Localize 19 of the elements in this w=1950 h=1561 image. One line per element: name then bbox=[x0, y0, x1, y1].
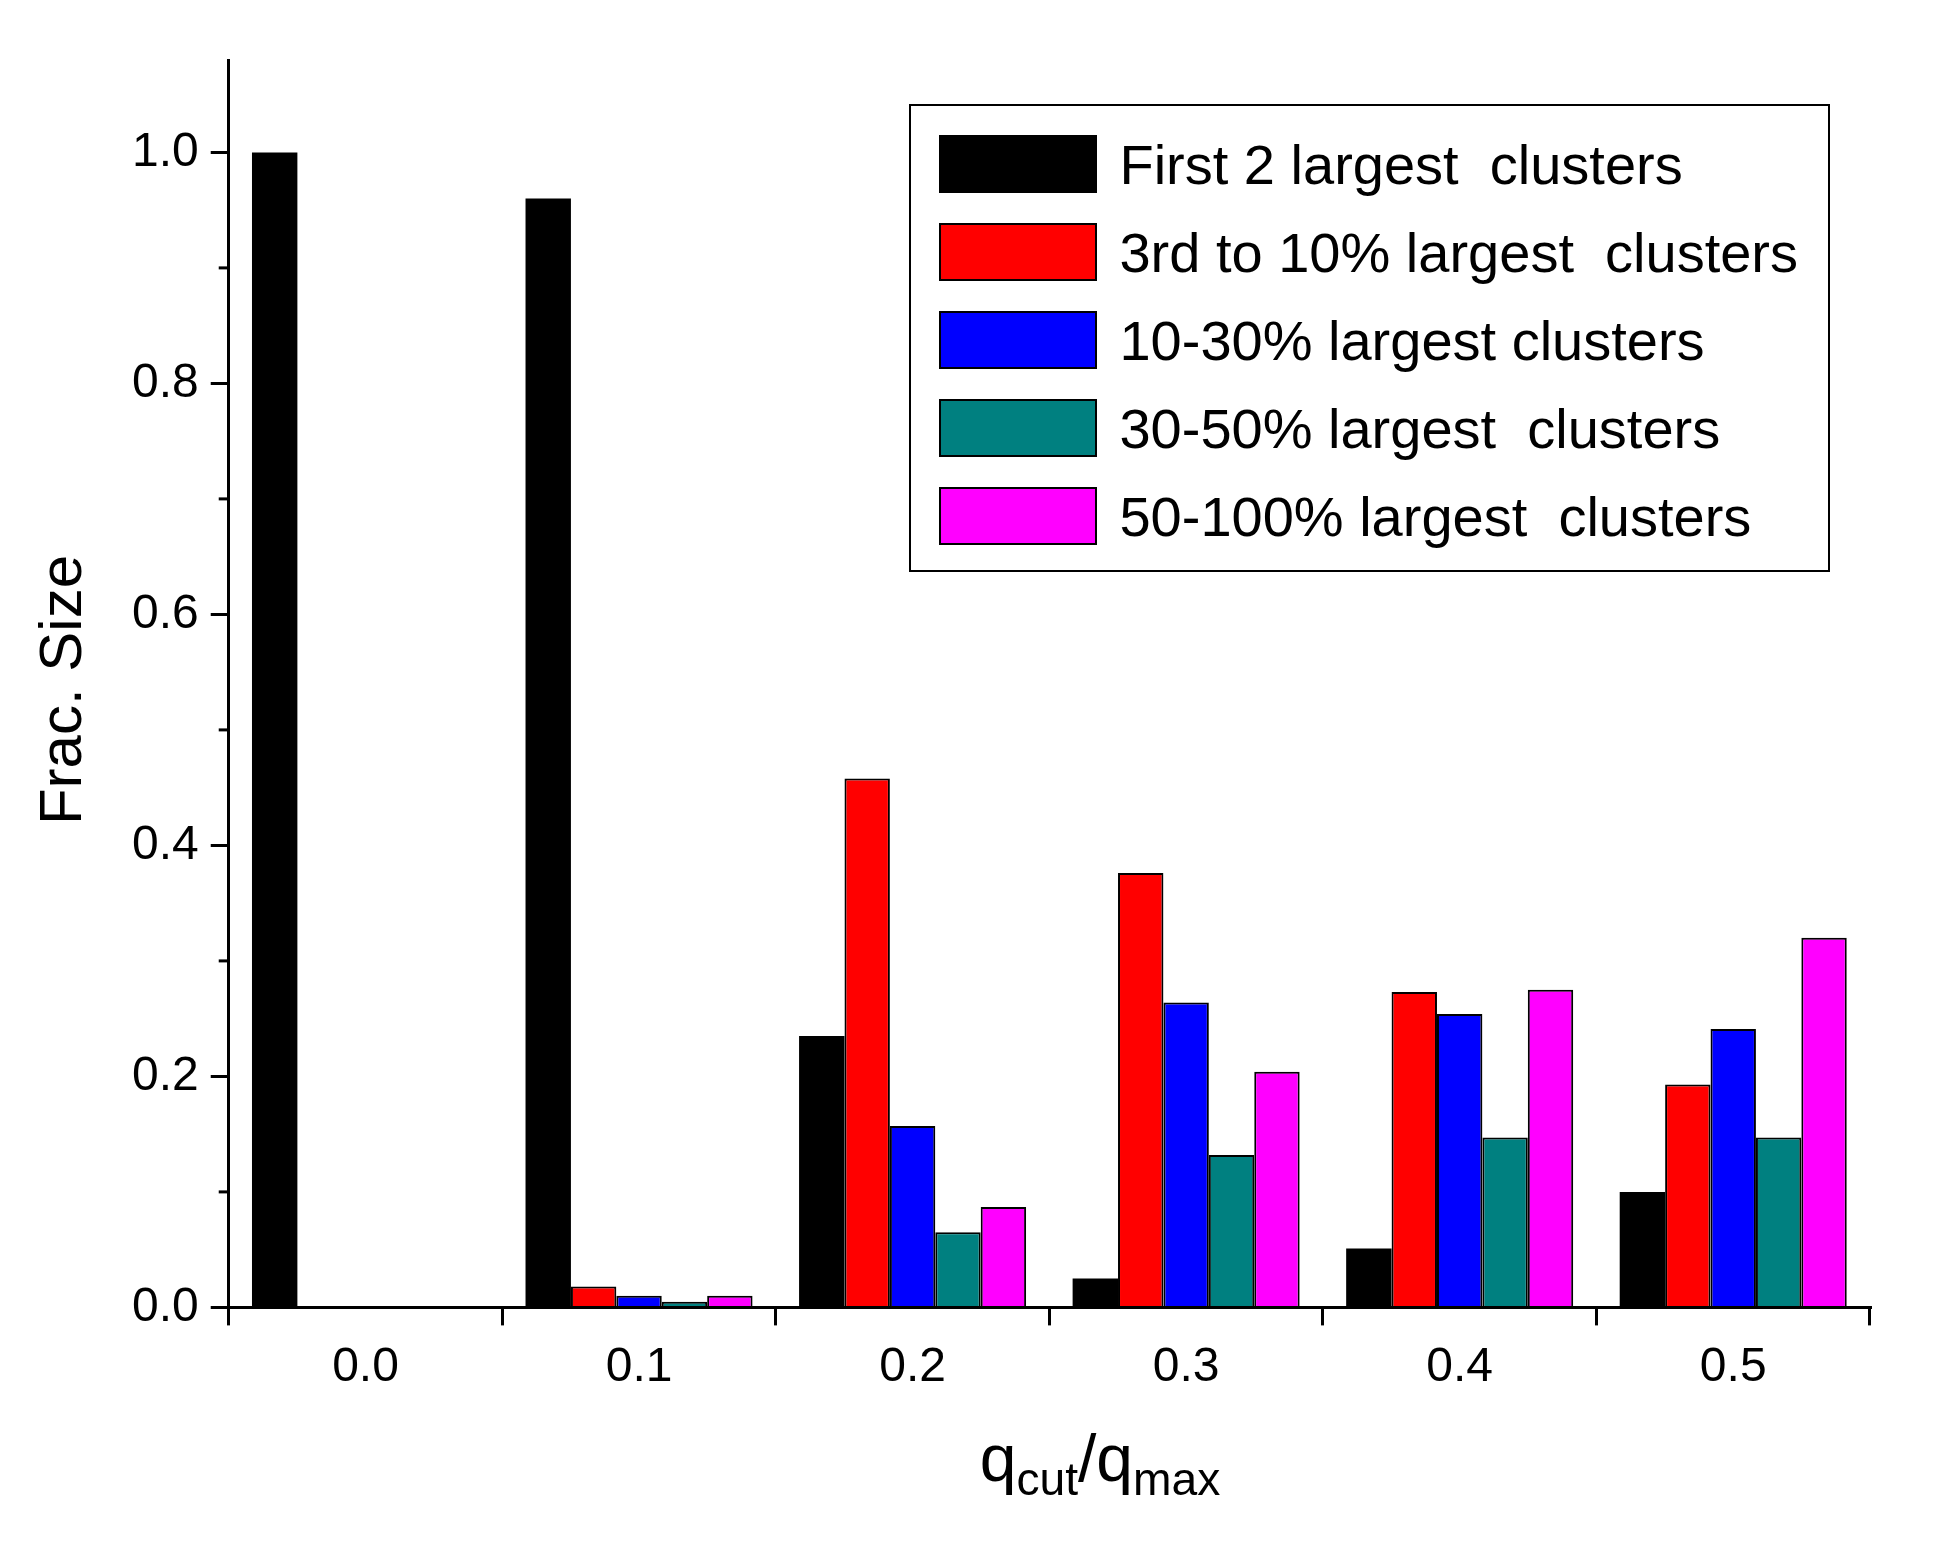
x-tick-label: 0.3 bbox=[1152, 1338, 1220, 1392]
x-tick-label: 0.1 bbox=[605, 1338, 673, 1392]
y-tick-label: 0.6 bbox=[131, 584, 199, 638]
x-axis-title: q$_{cut}$/q$_{max}$ bbox=[978, 1420, 1222, 1507]
legend-label: 3rd to 10% largest clusters bbox=[1119, 219, 1798, 285]
x-tick-label: 0.0 bbox=[332, 1338, 399, 1392]
x-tick-label: 0.2 bbox=[879, 1338, 946, 1392]
y-tick-label: 0.0 bbox=[131, 1277, 199, 1331]
x-tick-label: 0.5 bbox=[1699, 1338, 1767, 1392]
legend-label: 30-50% largest clusters bbox=[1119, 395, 1721, 461]
y-tick-label: 0.8 bbox=[131, 353, 199, 407]
y-tick-label: 1.0 bbox=[131, 122, 199, 176]
legend-label: First 2 largest clusters bbox=[1119, 131, 1683, 197]
legend-label: 10-30% largest clusters bbox=[1119, 307, 1705, 373]
y-tick-label: 0.4 bbox=[131, 815, 199, 869]
y-axis-title: Frac. Size bbox=[25, 554, 95, 826]
legend-label: 50-100% largest clusters bbox=[1119, 483, 1752, 549]
y-tick-label: 0.2 bbox=[131, 1046, 199, 1100]
x-tick-label: 0.4 bbox=[1426, 1338, 1494, 1392]
